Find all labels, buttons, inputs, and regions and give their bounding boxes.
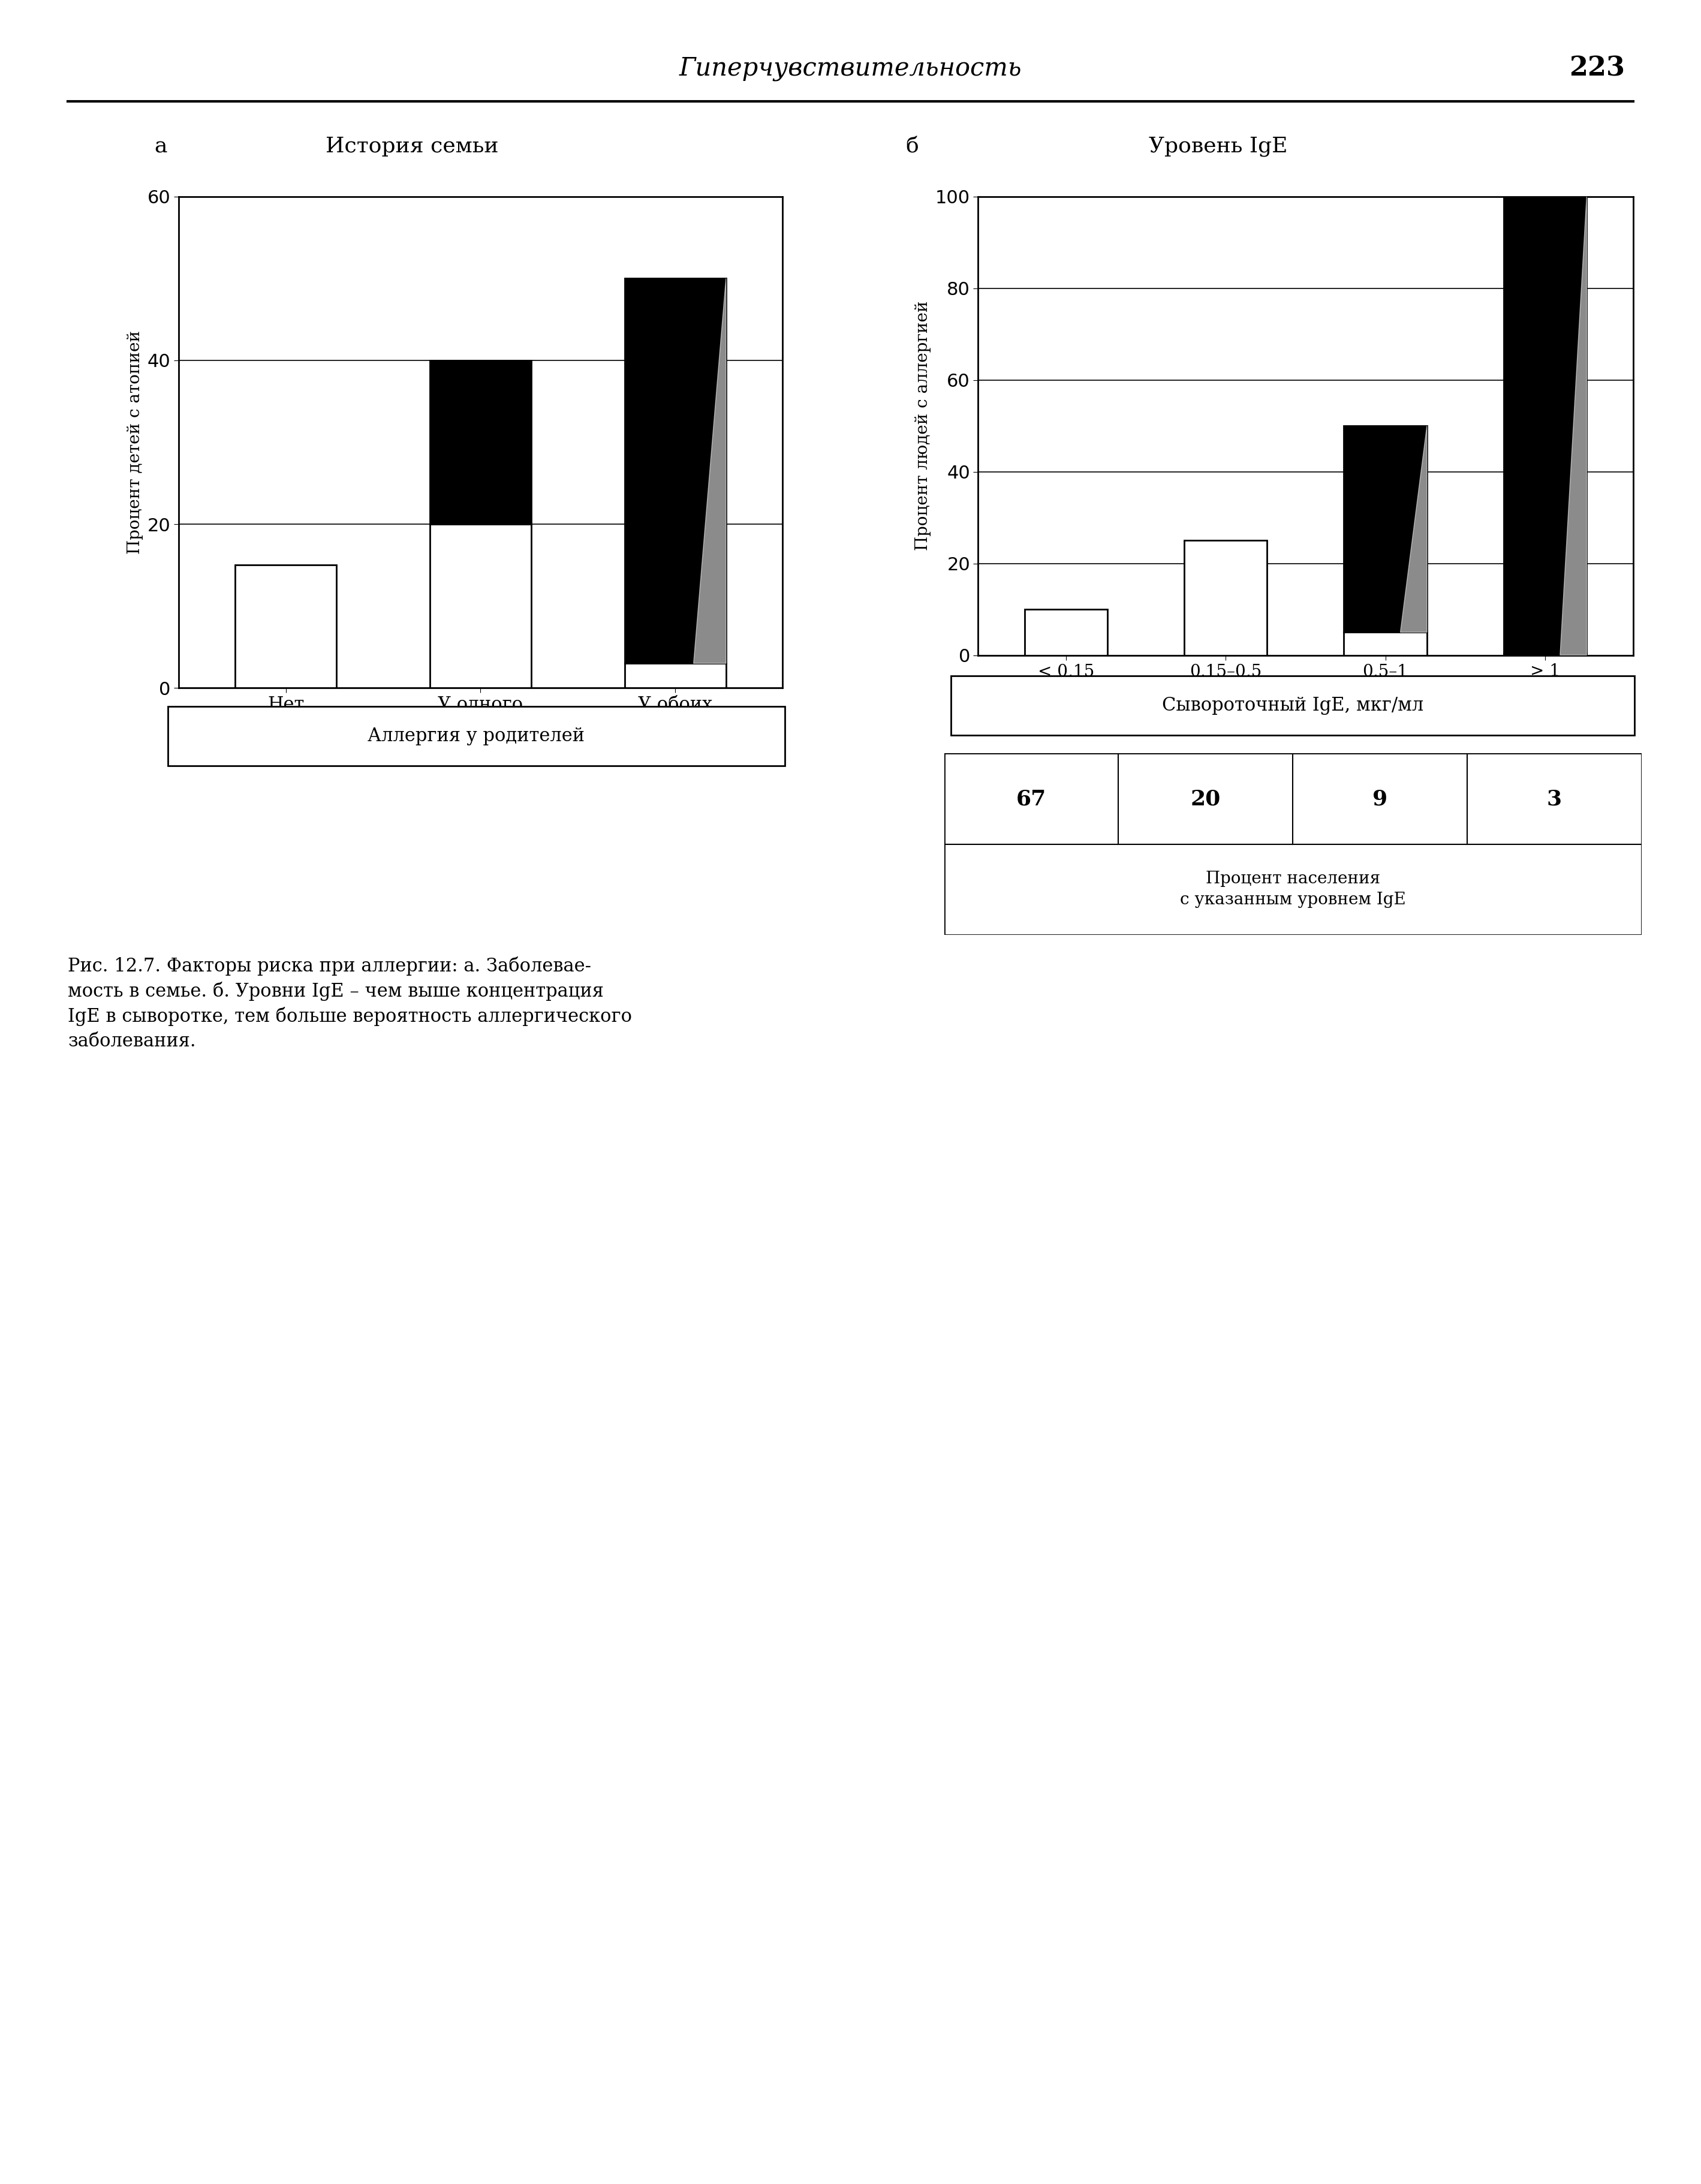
Text: б: б: [905, 135, 919, 157]
Bar: [1504, 197, 1587, 655]
Bar: [624, 664, 726, 688]
FancyBboxPatch shape: [951, 677, 1635, 734]
Polygon shape: [694, 277, 726, 664]
Text: 9: 9: [1373, 788, 1388, 808]
Text: а: а: [155, 135, 167, 157]
Text: История семьи: История семьи: [327, 135, 498, 157]
FancyBboxPatch shape: [168, 708, 784, 764]
Polygon shape: [1400, 426, 1427, 633]
Text: 67: 67: [1015, 788, 1046, 808]
Text: Гиперчувствительность: Гиперчувствительность: [679, 57, 1022, 81]
Bar: [430, 360, 531, 524]
Bar: [1344, 426, 1427, 633]
Text: Аллергия у родителей: Аллергия у родителей: [367, 727, 585, 745]
Bar: [430, 524, 531, 688]
Text: 20: 20: [1191, 788, 1221, 808]
Bar: [1504, 653, 1587, 655]
Text: Процент населения
с указанным уровнем IgE: Процент населения с указанным уровнем Ig…: [1180, 871, 1405, 909]
Bar: [1184, 542, 1267, 655]
Y-axis label: Процент людей с аллергией: Процент людей с аллергией: [915, 301, 930, 550]
Bar: [624, 277, 726, 664]
Text: Сывороточный IgE, мкг/мл: Сывороточный IgE, мкг/мл: [1162, 697, 1424, 714]
Text: 223: 223: [1570, 55, 1624, 81]
Bar: [1024, 609, 1107, 655]
Y-axis label: Процент детей с атопией: Процент детей с атопией: [128, 330, 143, 555]
Polygon shape: [1560, 197, 1587, 655]
Bar: [235, 566, 337, 688]
Bar: [1344, 633, 1427, 655]
Text: Рис. 12.7. Факторы риска при аллергии: а. Заболевае-
мость в семье. б. Уровни Ig: Рис. 12.7. Факторы риска при аллергии: а…: [68, 957, 633, 1051]
Text: Уровень IgE: Уровень IgE: [1148, 135, 1288, 157]
Text: 3: 3: [1546, 788, 1562, 808]
FancyBboxPatch shape: [944, 753, 1641, 935]
